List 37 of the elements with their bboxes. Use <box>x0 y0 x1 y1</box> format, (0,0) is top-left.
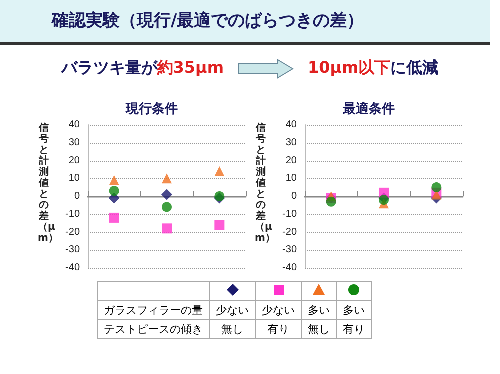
text: バラツキ量が <box>61 58 158 77</box>
text: 少ない <box>256 300 302 320</box>
y-tick-label: -20 <box>66 226 80 238</box>
text: 無し <box>302 320 336 338</box>
y-tick-label: 30 <box>68 137 80 148</box>
text: 有り <box>256 320 302 338</box>
text: 多い <box>336 300 372 320</box>
y-tick-label: 30 <box>286 137 298 148</box>
y-tick-label: 10 <box>68 173 80 184</box>
text: 少ない <box>210 300 256 320</box>
y-tick-label: 0 <box>74 191 80 202</box>
y-tick-label: 20 <box>286 155 298 166</box>
text: 信号と計測値との差（μm） <box>38 123 58 244</box>
y-tick-label: -10 <box>282 208 298 220</box>
text: に低減 <box>390 58 439 77</box>
y-tick-label: 10 <box>286 173 298 184</box>
text: 約35μm <box>157 58 224 77</box>
y-tick-label: -30 <box>66 244 80 256</box>
y-tick-label: -20 <box>282 226 298 238</box>
chart-title: 現行条件 <box>125 101 178 116</box>
y-tick-label: -30 <box>282 244 298 256</box>
text: 信号と計測値との差（μm） <box>255 123 276 244</box>
y-tick-label: 20 <box>68 155 80 166</box>
chart-title: 最適条件 <box>342 101 395 116</box>
text: 10μm以下 <box>308 58 391 77</box>
y-tick-label: 40 <box>286 120 298 130</box>
y-tick-label: -40 <box>66 262 80 274</box>
text: 有り <box>336 320 372 338</box>
text: テストピースの傾き <box>98 320 210 338</box>
text: 無し <box>210 320 256 338</box>
y-tick-label: -10 <box>66 208 80 220</box>
text: 多い <box>302 300 336 320</box>
y-tick-label: -40 <box>282 262 298 274</box>
text: 確認実験（現行/最適でのばらつきの差） <box>52 10 364 32</box>
y-tick-label: 0 <box>291 191 298 202</box>
text: ガラスフィラーの量 <box>98 300 210 320</box>
y-tick-label: 40 <box>68 120 80 130</box>
